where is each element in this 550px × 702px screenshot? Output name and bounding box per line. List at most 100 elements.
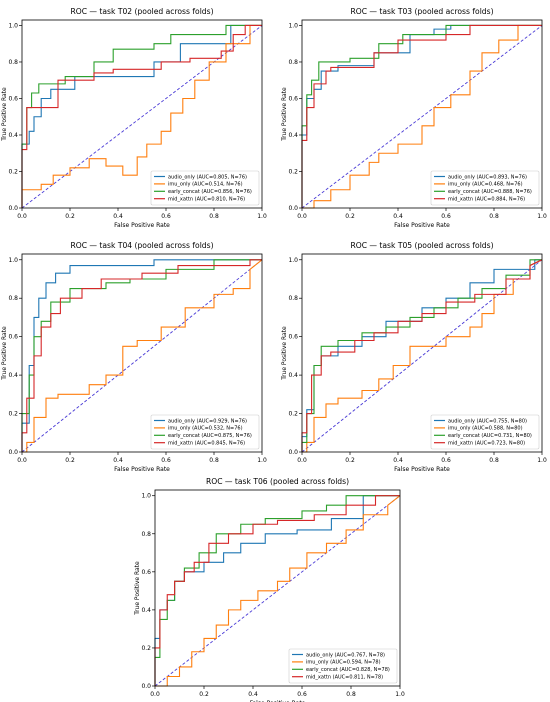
x-tick-label: 0.2 bbox=[65, 213, 75, 220]
legend-entry-audio_only: audio_only (AUC=0.805, N=76) bbox=[168, 174, 247, 180]
legend-entry-early_concat: early_concat (AUC=0.828, N=78) bbox=[306, 667, 390, 673]
x-tick-label: 0.6 bbox=[161, 457, 171, 464]
plot-frame bbox=[301, 19, 543, 209]
x-tick-label: 0.2 bbox=[345, 457, 355, 464]
legend-entry-imu_only: imu_only (AUC=0.594, N=78) bbox=[306, 660, 381, 666]
x-tick-label: 0.2 bbox=[199, 691, 209, 698]
x-tick-label: 0.2 bbox=[345, 213, 355, 220]
chart-title: ROC — task T04 (pooled across folds) bbox=[70, 241, 213, 250]
series-line-mid_xattn bbox=[301, 259, 543, 452]
chart-title: ROC — task T05 (pooled across folds) bbox=[350, 241, 493, 250]
x-tick-label: 0.4 bbox=[393, 213, 403, 220]
plot-frame bbox=[21, 19, 263, 209]
series-line-imu_only bbox=[22, 259, 263, 453]
y-tick-label: 0.0 bbox=[8, 449, 18, 456]
x-axis-label: False Positive Rate bbox=[394, 466, 450, 473]
x-tick-label: 1.0 bbox=[395, 691, 405, 698]
x-tick-label: 0.4 bbox=[113, 213, 123, 220]
series-line-early_concat bbox=[154, 495, 400, 686]
roc-panel-3: ROC — task T04 (pooled across folds)0.0 0… bbox=[1, 241, 267, 473]
legend-entry-audio_only: audio_only (AUC=0.893, N=76) bbox=[448, 174, 527, 180]
legend-entry-early_concat: early_concat (AUC=0.888, N=76) bbox=[448, 189, 532, 195]
series-line-mid_xattn bbox=[21, 24, 262, 208]
chance-diagonal-line bbox=[301, 25, 543, 209]
legend: audio_only (AUC=0.805, N=76) imu_only (AU… bbox=[150, 170, 260, 206]
x-tick-label: 0.8 bbox=[489, 457, 499, 464]
roc-panel-1: ROC — task T02 (pooled across folds) 0.0 0… bbox=[1, 7, 267, 229]
legend-entry-mid_xattn: mid_xattn (AUC=0.845, N=76) bbox=[168, 441, 245, 447]
x-axis-label: False Positive Rate bbox=[114, 466, 170, 473]
x-tick-label: 0.0 bbox=[17, 457, 27, 464]
x-tick-label: 1.0 bbox=[257, 213, 267, 220]
chart-title: ROC — task T02 (pooled across folds) bbox=[70, 7, 213, 16]
legend-entry-mid_xattn: mid_xattn (AUC=0.723, N=80) bbox=[448, 441, 525, 447]
series-line-early_concat bbox=[301, 24, 542, 208]
legend-entry-early_concat: early_concat (AUC=0.875, N=76) bbox=[168, 433, 252, 439]
y-tick-label: 1.0 bbox=[8, 22, 18, 29]
y-tick-label: 0.4 bbox=[288, 372, 298, 379]
roc-panel-4: ROC — task T05 (pooled across folds)0.0 0… bbox=[281, 241, 547, 473]
y-tick-label: 0.8 bbox=[8, 59, 18, 66]
y-tick-label: 0.0 bbox=[141, 683, 151, 690]
x-tick-label: 0.0 bbox=[297, 457, 307, 464]
legend: audio_only (AUC=0.767, N=78) imu_only (AU… bbox=[288, 648, 398, 684]
y-tick-label: 0.8 bbox=[8, 295, 18, 302]
chance-diagonal-line bbox=[301, 259, 543, 453]
y-axis-label: True Positive Rate bbox=[1, 326, 8, 381]
y-tick-label: 0.0 bbox=[288, 449, 298, 456]
y-tick-label: 0.2 bbox=[8, 411, 18, 418]
y-tick-label: 0.2 bbox=[141, 645, 151, 652]
x-tick-label: 0.8 bbox=[489, 213, 499, 220]
legend-entry-mid_xattn: mid_xattn (AUC=0.884, N=76) bbox=[448, 197, 525, 203]
chance-diagonal-line bbox=[21, 259, 263, 453]
y-tick-label: 0.4 bbox=[141, 607, 151, 614]
x-tick-label: 0.2 bbox=[65, 457, 75, 464]
x-tick-label: 1.0 bbox=[257, 457, 267, 464]
y-axis-label: True Positive Rate bbox=[134, 561, 141, 616]
x-tick-label: 0.8 bbox=[209, 213, 219, 220]
series-line-early_concat bbox=[301, 259, 542, 452]
legend-entry-imu_only: imu_only (AUC=0.588, N=80) bbox=[448, 426, 523, 432]
x-tick-label: 0.0 bbox=[297, 213, 307, 220]
x-tick-label: 0.8 bbox=[209, 457, 219, 464]
y-tick-label: 0.0 bbox=[288, 205, 298, 212]
y-tick-label: 0.6 bbox=[141, 569, 151, 576]
y-tick-label: 0.2 bbox=[288, 168, 298, 175]
series-line-imu_only bbox=[21, 24, 262, 208]
x-tick-label: 0.6 bbox=[297, 691, 307, 698]
x-tick-label: 0.0 bbox=[17, 213, 27, 220]
legend-entry-audio_only: audio_only (AUC=0.767, N=78) bbox=[306, 652, 385, 658]
legend-box bbox=[150, 414, 260, 450]
y-tick-label: 0.8 bbox=[288, 295, 298, 302]
y-tick-label: 1.0 bbox=[288, 257, 298, 264]
y-axis-label: True Positive Rate bbox=[281, 326, 288, 381]
y-tick-label: 1.0 bbox=[141, 493, 151, 500]
plot-frame bbox=[154, 489, 401, 687]
legend-entry-imu_only: imu_only (AUC=0.468, N=76) bbox=[448, 182, 523, 188]
chart-title: ROC — task T03 (pooled across folds) bbox=[350, 7, 493, 16]
legend: audio_only (AUC=0.893, N=76) imu_only (AU… bbox=[430, 170, 540, 206]
y-tick-label: 0.8 bbox=[141, 531, 151, 538]
y-tick-label: 0.4 bbox=[288, 132, 298, 139]
series-line-mid_xattn bbox=[154, 495, 400, 686]
y-axis-label: True Positive Rate bbox=[281, 87, 288, 142]
series-line-mid_xattn bbox=[21, 259, 262, 452]
plot-frame bbox=[301, 253, 543, 453]
x-tick-label: 0.4 bbox=[113, 457, 123, 464]
legend-entry-early_concat: early_concat (AUC=0.731, N=80) bbox=[448, 433, 532, 439]
y-tick-label: 0.6 bbox=[288, 334, 298, 341]
y-tick-label: 0.6 bbox=[8, 95, 18, 102]
series-line-audio_only bbox=[21, 24, 262, 208]
y-axis-label: True Positive Rate bbox=[1, 87, 8, 142]
x-tick-label: 0.4 bbox=[393, 457, 403, 464]
x-tick-label: 0.4 bbox=[248, 691, 258, 698]
x-tick-label: 0.6 bbox=[161, 213, 171, 220]
x-axis-label: False Positive Rate bbox=[250, 700, 306, 702]
y-tick-label: 0.2 bbox=[8, 168, 18, 175]
legend-entry-mid_xattn: mid_xattn (AUC=0.810, N=76) bbox=[168, 197, 245, 203]
chart-title: ROC — task T06 (pooled across folds) bbox=[206, 477, 349, 486]
legend-entry-audio_only: audio_only (AUC=0.755, N=80) bbox=[448, 418, 527, 424]
y-tick-label: 0.6 bbox=[8, 334, 18, 341]
legend-box bbox=[288, 648, 398, 684]
